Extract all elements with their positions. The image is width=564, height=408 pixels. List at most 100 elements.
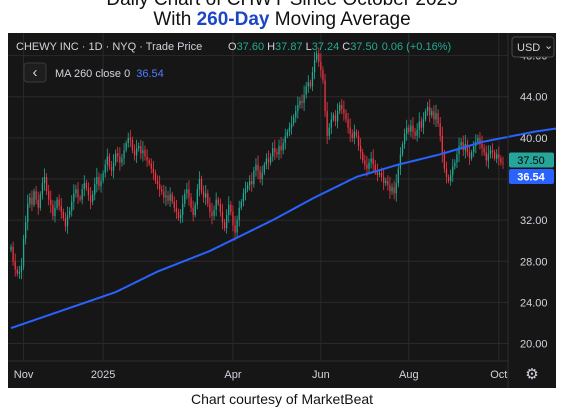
candle	[75, 184, 77, 198]
candle	[357, 130, 360, 151]
candle	[119, 147, 121, 171]
candle	[347, 112, 349, 134]
candle	[200, 175, 203, 195]
candle	[498, 146, 500, 166]
candle	[125, 140, 127, 153]
candle	[362, 149, 364, 164]
candle-body	[215, 199, 217, 210]
candle	[481, 135, 483, 156]
candle	[148, 157, 150, 166]
candle-body	[326, 111, 328, 136]
candle-body	[498, 154, 500, 159]
currency-select[interactable]: USD ⌄	[511, 36, 555, 58]
candle	[20, 257, 23, 280]
candle	[307, 75, 309, 93]
candle	[41, 177, 44, 200]
candle	[479, 132, 481, 150]
y-tick-label: 32.00	[520, 215, 548, 227]
candle	[280, 136, 282, 159]
candle-body	[131, 139, 134, 151]
candle-body	[142, 150, 144, 154]
candle	[83, 175, 85, 197]
candle-body	[447, 176, 450, 182]
candle	[18, 265, 21, 279]
ma-260-line	[10, 126, 564, 330]
candle-body	[173, 201, 175, 208]
candle	[58, 194, 60, 211]
candle-body	[177, 211, 180, 219]
candle-body	[468, 152, 471, 159]
candle-body	[261, 172, 263, 180]
candle-body	[378, 172, 381, 175]
candle-body	[336, 111, 339, 122]
candle-body	[395, 183, 397, 194]
time-axis[interactable]: Nov 2025 Apr Jun Aug Oct	[14, 369, 508, 381]
candle-body	[10, 246, 12, 250]
candle	[165, 186, 167, 206]
candle	[87, 182, 90, 201]
candle	[372, 149, 374, 173]
price-chart[interactable]: 48.0044.0040.0036.0032.0028.0024.0020.00…	[8, 33, 564, 388]
candle-body	[100, 181, 102, 187]
candle-body	[288, 127, 291, 132]
candle	[290, 115, 293, 135]
candle-body	[272, 148, 274, 157]
candle-body	[240, 201, 242, 208]
candle	[232, 205, 234, 232]
candle-body	[77, 189, 79, 198]
candle-body	[364, 160, 366, 165]
candle	[52, 200, 54, 221]
x-tick-label: Apr	[224, 369, 241, 381]
candle-body	[104, 164, 106, 173]
candle	[353, 124, 356, 145]
collapse-legend-button[interactable]: ‹	[23, 62, 47, 83]
candle-body	[16, 269, 18, 274]
candle-body	[186, 189, 188, 194]
candle	[393, 180, 395, 200]
candle	[217, 197, 219, 206]
candle	[374, 160, 376, 175]
candle	[288, 122, 291, 137]
candle-body	[121, 158, 123, 163]
candle	[445, 161, 448, 184]
candle-body	[211, 211, 213, 217]
candle-body	[102, 172, 104, 182]
candle	[66, 206, 69, 234]
candle-body	[303, 94, 305, 103]
candle-body	[485, 152, 487, 161]
candle-body	[106, 156, 108, 165]
candle-body	[320, 61, 322, 71]
candle-body	[483, 148, 485, 153]
candle	[397, 164, 399, 188]
candle	[98, 172, 100, 191]
candle-body	[477, 137, 479, 142]
candle	[496, 149, 498, 164]
candle-body	[161, 189, 163, 192]
candle-body	[205, 193, 207, 198]
legend-symbol: CHEWY INC · 1D · NYQ · Trade Price	[16, 41, 202, 53]
candle	[68, 207, 71, 219]
chart-panel[interactable]: 48.0044.0040.0036.0032.0028.0024.0020.00…	[8, 33, 564, 388]
candle	[60, 197, 62, 219]
candle-body	[154, 172, 157, 182]
candle-body	[73, 193, 75, 202]
candle-body	[117, 153, 119, 157]
candle	[485, 145, 487, 167]
candle-body	[31, 197, 33, 205]
candle-body	[441, 135, 443, 155]
candle	[385, 177, 387, 187]
chart-settings-button[interactable]: ⚙	[525, 366, 538, 383]
candle-body	[385, 181, 387, 184]
candle-body	[351, 133, 353, 138]
candle	[318, 47, 320, 68]
candle	[326, 102, 328, 145]
candle-body	[284, 135, 286, 144]
candle	[456, 148, 458, 168]
candle-body	[94, 184, 96, 195]
ma-legend-value: 36.54	[136, 68, 164, 80]
candle-body	[295, 111, 297, 118]
candle	[194, 202, 196, 218]
candle	[316, 50, 318, 63]
last-price-badge: 37.50	[509, 152, 554, 168]
